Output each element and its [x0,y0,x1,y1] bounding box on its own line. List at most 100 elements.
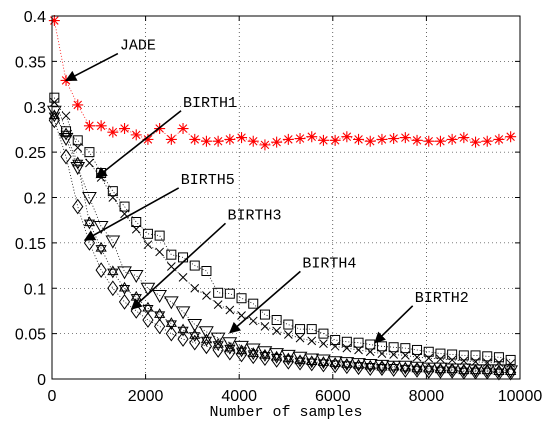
birth1-point [435,348,446,359]
birth1-point [400,343,411,354]
birth1-point [493,352,504,363]
jade-point [119,123,131,135]
x-tick-label: 0 [48,388,57,405]
birth3-point-inv [60,130,72,141]
birth5-point [165,325,177,342]
birth5-point [329,357,341,374]
birth3-point [458,364,470,375]
series-2-point [471,357,480,367]
series-2-point [436,354,445,364]
birth4-point [187,319,203,333]
jade-point [177,123,189,135]
birth1-point [213,287,224,298]
birth3-point [154,308,166,318]
y-tick-label: 0.1 [24,281,46,298]
jade-point [411,134,423,146]
birth5-point [434,362,447,379]
series-2-point [319,339,328,348]
birth5-point [388,361,400,377]
jade-point [470,136,482,148]
birth4-point [234,340,249,354]
birth5-point [189,334,201,351]
series-2-point [459,356,469,366]
jade-point [294,133,306,145]
birth5-point [446,362,458,379]
birth4-point [105,235,121,249]
series-2-point [283,330,293,339]
annotation-label-birth2: BIRTH2 [415,290,469,307]
birth1-point [423,346,434,357]
birth1-point [131,217,142,228]
birth4-point [140,282,156,296]
series-2-point [424,353,434,363]
birth1-point [458,350,469,361]
birth5-point [505,364,517,381]
jade-point [306,131,318,143]
birth3-point-inv [142,304,154,315]
jade-point [165,133,177,145]
series-2-point [330,341,340,351]
birth3-point-inv [294,357,306,368]
birth5-point [72,198,84,215]
series-2-point [447,355,457,365]
jade-point [446,133,458,145]
birth1-point [236,293,247,304]
jade-point [130,129,142,141]
birth5-point [271,352,283,368]
birth4-point [175,306,191,320]
birth5-point [60,148,72,165]
birth1-point [365,339,376,350]
birth5-point [107,280,119,297]
birth3-point-inv [329,360,341,371]
birth1-point [72,135,83,146]
birth5-point [294,354,306,371]
y-tick-label: 0.15 [15,236,46,253]
x-tick-label: 2000 [128,388,164,405]
jade-point [376,133,388,145]
birth3-point [107,265,119,276]
y-tick-label: 0.25 [15,145,46,162]
jade-point [247,135,259,147]
jade-point [329,134,341,146]
jade-point [282,133,294,145]
jade-point [271,136,283,148]
y-tick-label: 0.3 [24,100,46,117]
birth1-point [248,298,259,309]
birth3-point-inv [259,352,271,362]
series-2-point [225,305,235,315]
birth1-point [259,309,270,320]
series-layer [46,15,518,381]
jade-point [399,132,411,144]
annotation-arrow-birth2 [374,305,414,344]
series-2-point [260,322,270,331]
birth4-point [316,354,331,368]
annotation-arrow-birth3 [130,222,227,310]
annotation-label-jade: JADE [120,38,156,55]
birth5-point [118,294,131,310]
birth3-point [505,365,517,375]
birth5-point [317,356,330,373]
birth1-point [341,336,352,347]
birth4-point [82,192,97,206]
birth5-point [364,360,376,376]
ticks: 0 2000 4000 6000 8000 10000 0 0.05 0.1 0.15 0.2 0.2… [15,9,542,405]
birth1-point [318,328,329,339]
y-tick-label: 0.4 [24,9,46,26]
birth1-point [142,228,153,239]
jade-point [224,133,236,145]
birth3-point-inv [481,367,493,378]
birth3-point-inv [376,363,388,374]
series-2-point [342,343,352,353]
birth1-point [306,324,317,335]
birth5-point [212,342,224,358]
jade-point [341,131,353,143]
jade-point [48,15,60,27]
jade-point [353,133,365,145]
birth3-point [376,360,388,371]
birth3-point-inv [72,159,84,170]
series-2-point [155,247,164,257]
birth3-point-inv [434,366,447,377]
birth3-point-inv [165,320,177,331]
jade-point [212,135,224,147]
